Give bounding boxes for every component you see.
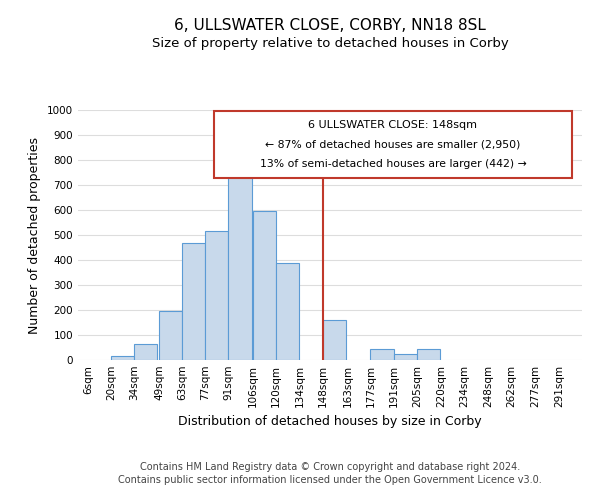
- Bar: [417, 349, 440, 360]
- Bar: [205, 231, 229, 360]
- Bar: [276, 262, 299, 360]
- FancyBboxPatch shape: [214, 112, 572, 178]
- Bar: [159, 311, 182, 360]
- Bar: [253, 211, 276, 360]
- X-axis label: Distribution of detached houses by size in Corby: Distribution of detached houses by size …: [178, 416, 482, 428]
- Bar: [229, 171, 251, 360]
- Text: ← 87% of detached houses are smaller (2,950): ← 87% of detached houses are smaller (2,…: [265, 140, 521, 149]
- Bar: [323, 320, 346, 360]
- Text: Contains HM Land Registry data © Crown copyright and database right 2024.: Contains HM Land Registry data © Crown c…: [140, 462, 520, 472]
- Text: 6 ULLSWATER CLOSE: 148sqm: 6 ULLSWATER CLOSE: 148sqm: [308, 120, 478, 130]
- Text: 13% of semi-detached houses are larger (442) →: 13% of semi-detached houses are larger (…: [260, 159, 526, 169]
- Text: Size of property relative to detached houses in Corby: Size of property relative to detached ho…: [152, 38, 508, 51]
- Bar: [394, 354, 417, 360]
- Bar: [111, 356, 134, 360]
- Text: Contains public sector information licensed under the Open Government Licence v3: Contains public sector information licen…: [118, 475, 542, 485]
- Y-axis label: Number of detached properties: Number of detached properties: [28, 136, 41, 334]
- Bar: [134, 344, 157, 360]
- Bar: [182, 242, 205, 360]
- Text: 6, ULLSWATER CLOSE, CORBY, NN18 8SL: 6, ULLSWATER CLOSE, CORBY, NN18 8SL: [174, 18, 486, 32]
- Bar: [370, 349, 394, 360]
